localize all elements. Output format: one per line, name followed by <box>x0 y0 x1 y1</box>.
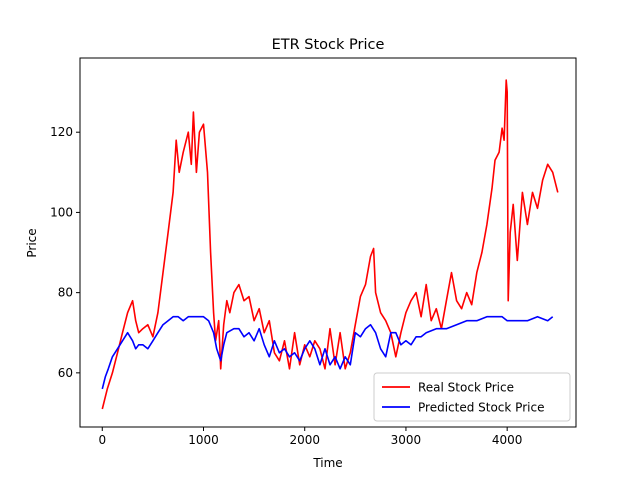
x-axis: 0 1000 2000 3000 4000 <box>98 427 522 447</box>
x-tick-label: 4000 <box>492 433 523 447</box>
y-tick-label: 120 <box>50 125 73 139</box>
x-tick-label: 2000 <box>289 433 320 447</box>
x-tick-label: 0 <box>98 433 106 447</box>
plot-area <box>101 79 559 410</box>
legend: Real Stock Price Predicted Stock Price <box>373 372 571 422</box>
legend-label-1: Real Stock Price <box>418 381 514 395</box>
legend-box <box>373 372 571 422</box>
series-line-2 <box>101 315 554 390</box>
y-tick-label: 60 <box>58 366 73 380</box>
x-tick-label: 3000 <box>391 433 422 447</box>
chart-title: ETR Stock Price <box>272 37 385 53</box>
legend-label-2: Predicted Stock Price <box>418 401 544 415</box>
y-tick-label: 80 <box>58 286 73 300</box>
series-line-1 <box>101 79 559 410</box>
y-tick-label: 100 <box>50 205 73 219</box>
x-tick-label: 1000 <box>188 433 219 447</box>
axes-frame <box>79 57 577 428</box>
x-axis-label: Time <box>312 456 342 470</box>
y-axis: 60 80 100 120 <box>50 125 80 380</box>
y-axis-label: Price <box>25 228 39 257</box>
